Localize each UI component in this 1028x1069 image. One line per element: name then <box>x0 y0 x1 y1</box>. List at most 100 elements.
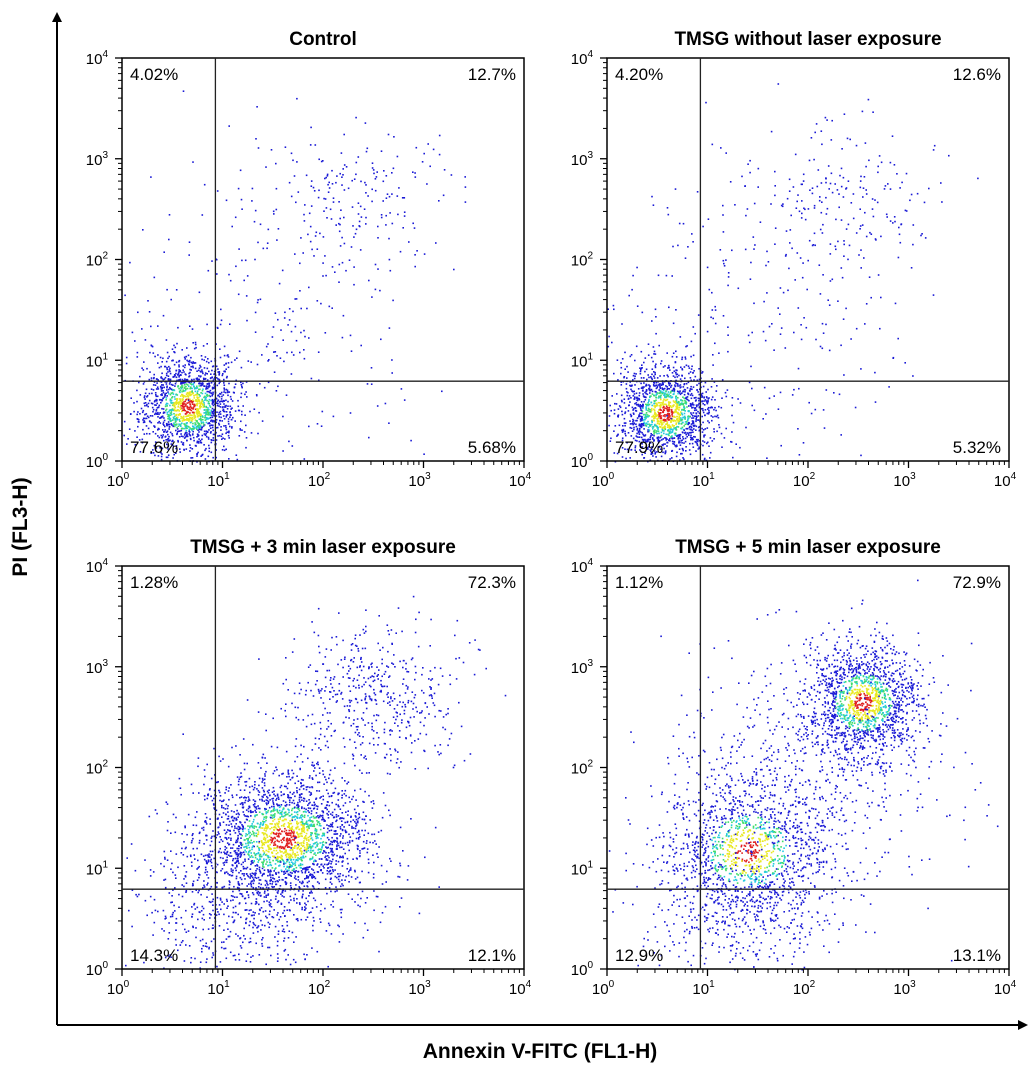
scatter-point <box>291 831 294 834</box>
scatter-point <box>380 150 383 152</box>
scatter-point <box>676 376 679 378</box>
scatter-point <box>335 820 337 823</box>
scatter-point <box>650 435 652 437</box>
scatter-point <box>244 801 246 804</box>
scatter-point <box>201 392 204 395</box>
scatter-point <box>191 387 193 390</box>
scatter-point <box>840 434 842 436</box>
scatter-point <box>312 924 314 927</box>
scatter-point <box>639 424 642 426</box>
scatter-point <box>207 410 209 412</box>
scatter-point <box>223 885 226 888</box>
scatter-point <box>677 411 679 414</box>
scatter-point <box>183 401 185 403</box>
scatter-point <box>213 409 215 412</box>
scatter-point <box>647 448 649 450</box>
scatter-point <box>678 406 681 409</box>
scatter-point <box>662 451 664 454</box>
scatter-point <box>313 860 315 862</box>
scatter-point <box>647 426 650 429</box>
scatter-point <box>642 438 645 441</box>
scatter-point <box>320 425 323 427</box>
scatter-point <box>246 833 249 836</box>
scatter-point <box>292 310 294 313</box>
scatter-point <box>184 388 187 391</box>
scatter-point <box>696 440 698 443</box>
scatter-point <box>678 374 680 377</box>
scatter-point <box>189 382 192 385</box>
scatter-point <box>653 405 655 407</box>
scatter-point <box>666 422 669 425</box>
scatter-point <box>675 309 677 311</box>
scatter-point <box>142 419 144 421</box>
scatter-point <box>659 386 661 388</box>
scatter-point <box>218 416 221 418</box>
scatter-point <box>136 389 138 392</box>
scatter-point <box>291 830 293 833</box>
scatter-point <box>201 398 203 401</box>
scatter-point <box>845 307 847 310</box>
scatter-point <box>676 418 678 421</box>
scatter-point <box>263 778 266 781</box>
scatter-point <box>353 236 355 238</box>
scatter-point <box>671 437 674 440</box>
scatter-point <box>651 421 653 424</box>
scatter-point <box>848 244 851 247</box>
scatter-point <box>171 424 173 426</box>
scatter-point <box>821 347 824 350</box>
quadrant-upper-left-percent: 4.20% <box>615 65 663 84</box>
scatter-point <box>219 393 222 395</box>
scatter-point <box>186 435 189 438</box>
scatter-point <box>154 441 157 443</box>
scatter-point <box>279 805 282 808</box>
scatter-point <box>698 402 700 405</box>
scatter-point <box>154 413 156 416</box>
scatter-point <box>278 820 280 823</box>
scatter-point <box>188 406 191 409</box>
scatter-point <box>248 805 251 808</box>
scatter-point <box>797 367 800 370</box>
scatter-point <box>634 384 636 386</box>
scatter-point <box>639 367 641 369</box>
scatter-point <box>669 430 672 432</box>
scatter-point <box>702 409 704 412</box>
scatter-point <box>288 308 291 310</box>
scatter-point <box>161 435 164 438</box>
scatter-point <box>661 383 663 385</box>
scatter-point <box>165 403 167 406</box>
scatter-point <box>174 425 176 428</box>
scatter-point <box>660 402 662 404</box>
scatter-point <box>731 397 734 399</box>
scatter-point <box>706 402 709 405</box>
scatter-point <box>634 396 636 398</box>
scatter-point <box>629 384 631 387</box>
scatter-point <box>695 420 697 423</box>
scatter-point <box>294 325 297 328</box>
scatter-point <box>686 432 688 434</box>
scatter-point <box>646 439 648 441</box>
scatter-point <box>246 885 248 887</box>
scatter-point <box>137 311 139 314</box>
scatter-point <box>161 384 163 386</box>
scatter-point <box>221 420 223 422</box>
scatter-point <box>155 447 158 449</box>
scatter-point <box>803 317 805 319</box>
scatter-point <box>291 825 294 828</box>
scatter-point <box>152 449 154 451</box>
scatter-point <box>298 828 301 831</box>
scatter-point <box>224 792 226 794</box>
scatter-point <box>813 232 816 235</box>
scatter-point <box>184 381 186 384</box>
scatter-point <box>190 393 192 396</box>
scatter-point <box>153 400 156 403</box>
scatter-point <box>734 204 736 206</box>
scatter-point <box>147 416 150 419</box>
scatter-point <box>870 233 873 235</box>
scatter-point <box>247 828 250 831</box>
scatter-point <box>684 391 686 393</box>
scatter-point <box>164 393 166 395</box>
scatter-point <box>360 216 363 218</box>
scatter-point <box>181 416 183 418</box>
scatter-point <box>323 783 325 785</box>
scatter-point <box>134 443 137 446</box>
